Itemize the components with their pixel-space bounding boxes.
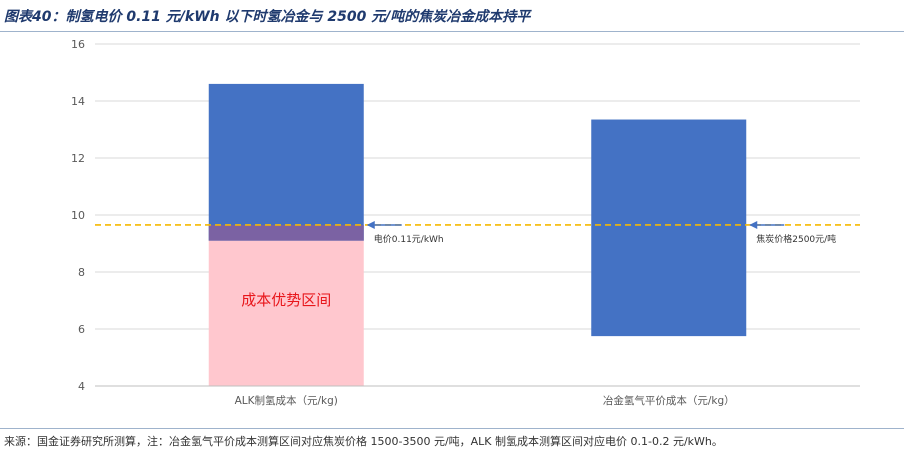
cost-range-bar bbox=[208, 83, 364, 241]
y-tick-label: 6 bbox=[78, 323, 85, 336]
cost-chart: 4 6 8 10 12 14 16 ALK制氢成本（元/kg) 冶金氢气平价成本（元/kg） 成… bbox=[71, 38, 860, 407]
chart-title: 图表40：制氢电价 0.11 元/kWh 以下时氢冶金与 2500 元/吨的焦炭… bbox=[4, 9, 531, 25]
y-tick-label: 14 bbox=[71, 95, 85, 108]
y-tick-label: 4 bbox=[78, 380, 85, 393]
x-tick-label: ALK制氢成本（元/kg) bbox=[235, 394, 338, 407]
y-tick-label: 10 bbox=[71, 209, 85, 222]
source-divider bbox=[0, 428, 904, 429]
labels-layer: 成本优势区间 电价0.11元/kWh 焦炭价格2500元/吨 bbox=[241, 220, 836, 309]
advantage-zone-label: 成本优势区间 bbox=[241, 291, 331, 309]
y-tick-label: 12 bbox=[71, 152, 85, 165]
cost-range-bar bbox=[591, 119, 747, 337]
advantage-zone bbox=[208, 240, 364, 386]
bars-layer bbox=[208, 83, 747, 337]
overlap-band bbox=[208, 224, 364, 241]
title-divider bbox=[0, 31, 904, 32]
annotation-label: 焦炭价格2500元/吨 bbox=[756, 233, 836, 245]
x-tick-label: 冶金氢气平价成本（元/kg） bbox=[603, 394, 735, 407]
axis-layer: 4 6 8 10 12 14 16 ALK制氢成本（元/kg) 冶金氢气平价成本（元/kg） bbox=[71, 38, 860, 407]
advantage-zone-layer bbox=[208, 240, 364, 386]
y-tick-label: 8 bbox=[78, 266, 85, 279]
y-tick-label: 16 bbox=[71, 38, 85, 51]
annotation-label: 电价0.11元/kWh bbox=[374, 233, 444, 245]
source-note: 来源：国金证券研究所测算，注：冶金氢气平价成本测算区间对应焦炭价格 1500-3… bbox=[4, 435, 723, 448]
